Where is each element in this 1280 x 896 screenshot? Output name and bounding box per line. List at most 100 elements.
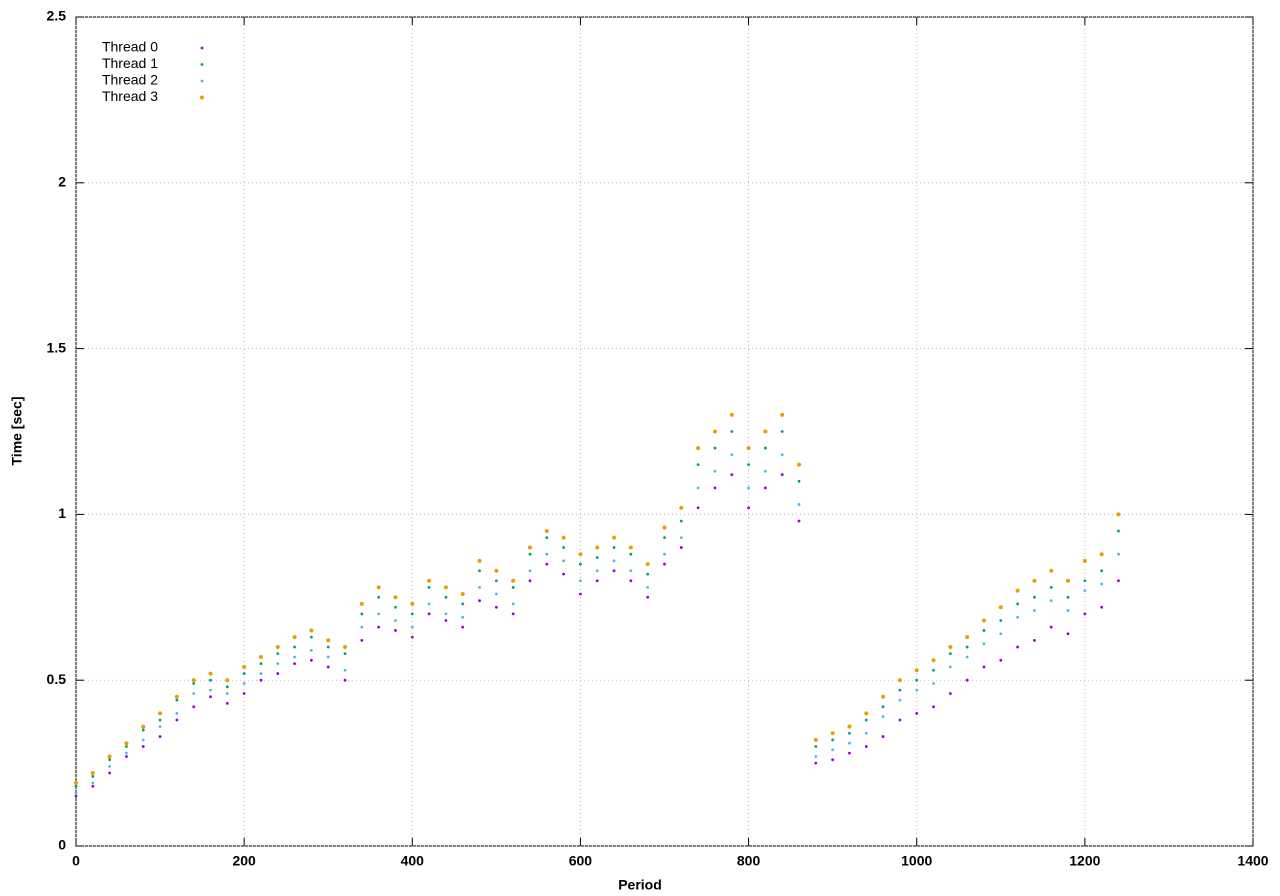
point [1016,602,1019,606]
point [1066,595,1070,599]
point [982,642,986,646]
point [494,605,498,609]
point [579,562,582,566]
point [1100,582,1104,586]
point [1033,609,1036,612]
point [746,446,751,451]
point [124,741,129,746]
point [191,678,196,683]
point [394,619,397,622]
x-tick-label: 1400 [1237,853,1268,869]
point [1016,615,1019,619]
point [663,536,666,540]
point [175,698,179,702]
point [948,652,952,656]
x-tick-label: 200 [232,853,256,869]
point [225,678,230,683]
x-axis-label: Period [618,877,662,893]
point [595,556,599,559]
point [612,559,616,563]
point [629,552,633,556]
point [528,552,532,556]
x-tick-label: 800 [737,853,761,869]
point [813,737,818,742]
point [175,711,179,715]
point [293,662,296,666]
point [1032,578,1037,583]
point [847,724,852,729]
point [612,535,617,540]
point [545,536,549,540]
point [108,771,112,775]
point [898,698,902,702]
point [713,486,717,490]
y-tick-label: 2.5 [47,8,67,24]
point [864,745,868,748]
point [528,579,532,583]
point [780,430,784,433]
point [646,585,650,589]
point [242,672,246,675]
y-tick-label: 2 [58,174,66,190]
point [579,579,582,583]
point [225,702,229,705]
point [1082,558,1087,563]
point [310,635,313,639]
point [410,601,415,606]
point [679,546,683,549]
point [141,745,145,748]
point [1083,589,1087,593]
point [259,672,263,675]
point [259,678,263,682]
point [141,728,145,732]
point [780,412,785,417]
point [394,605,397,609]
point [410,625,414,629]
point [91,784,95,788]
point [293,655,296,659]
point [797,519,801,523]
point [393,595,398,600]
point [1016,645,1019,649]
point [1049,568,1054,573]
point [982,629,986,632]
point [561,535,566,540]
point [848,731,851,735]
legend-marker [200,63,204,66]
point [511,585,515,589]
point [915,711,919,715]
point [242,682,246,685]
point [1066,632,1070,636]
point [343,652,347,656]
point [914,668,919,673]
point [478,569,481,573]
point [612,546,616,549]
point [209,678,212,682]
point [965,655,969,659]
point [477,558,482,563]
x-tick-label: 600 [569,853,593,869]
point [359,601,364,606]
point [494,568,499,573]
point [376,585,381,590]
point [579,592,582,596]
point [898,718,902,722]
point [730,473,734,477]
point [612,569,616,573]
point [326,645,330,649]
point [125,745,128,748]
point [578,552,583,557]
point [679,519,683,523]
point [276,662,280,666]
point [259,662,263,666]
point [225,692,229,695]
point [1083,579,1087,583]
point [646,595,650,599]
y-tick-label: 1.5 [47,339,67,355]
point [881,694,886,699]
point [360,639,364,642]
point [948,665,952,669]
point [864,718,868,722]
point [965,635,970,640]
point [511,602,515,606]
